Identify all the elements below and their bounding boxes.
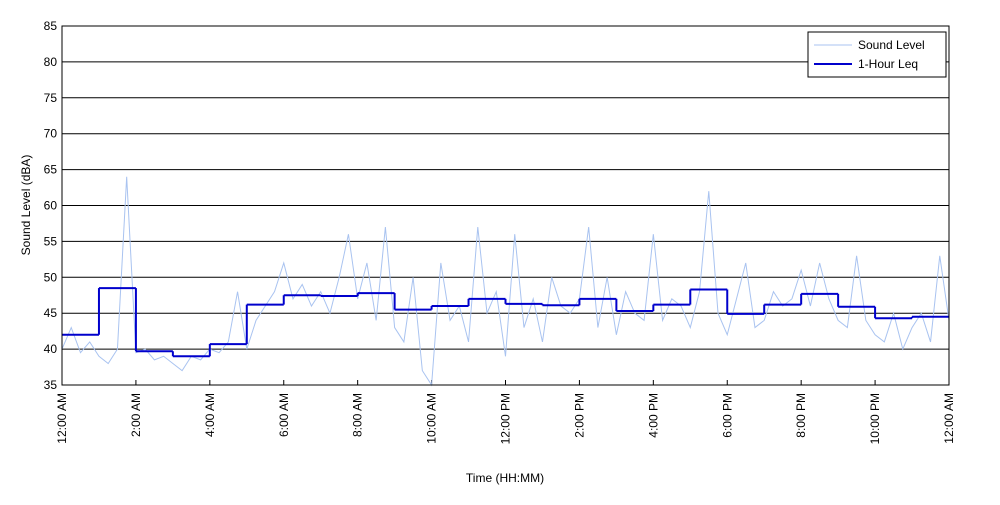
y-tick-label: 45	[44, 306, 58, 320]
x-tick-label: 8:00 AM	[351, 393, 365, 437]
y-tick-label: 65	[44, 163, 58, 177]
x-tick-label: 4:00 PM	[646, 393, 660, 438]
legend-box	[807, 31, 947, 78]
y-tick-label: 35	[44, 378, 58, 392]
x-tick-label: 6:00 PM	[720, 393, 734, 438]
x-tick-label: 10:00 AM	[425, 393, 439, 444]
x-tick-label: 12:00 PM	[499, 393, 513, 444]
legend-label: 1-Hour Leq	[858, 57, 918, 71]
y-tick-label: 55	[44, 234, 58, 248]
legend-label: Sound Level	[858, 38, 925, 52]
y-tick-label: 70	[44, 127, 58, 141]
x-tick-label: 4:00 AM	[203, 393, 217, 437]
x-tick-label: 12:00 AM	[55, 393, 69, 444]
x-axis-label: Time (HH:MM)	[466, 471, 544, 485]
x-tick-label: 2:00 PM	[572, 393, 586, 438]
x-tick-label: 2:00 AM	[129, 393, 143, 437]
y-tick-label: 60	[44, 199, 58, 213]
y-axis-label: Sound Level (dBA)	[19, 155, 33, 256]
y-tick-label: 50	[44, 270, 58, 284]
y-tick-label: 80	[44, 55, 58, 69]
x-tick-label: 8:00 PM	[794, 393, 808, 438]
y-tick-label: 75	[44, 91, 58, 105]
x-tick-label: 10:00 PM	[868, 393, 882, 444]
y-tick-label: 40	[44, 342, 58, 356]
x-tick-label: 6:00 AM	[277, 393, 291, 437]
x-tick-label: 12:00 AM	[942, 393, 956, 444]
plot-frame	[61, 25, 950, 386]
y-tick-label: 85	[44, 19, 58, 33]
